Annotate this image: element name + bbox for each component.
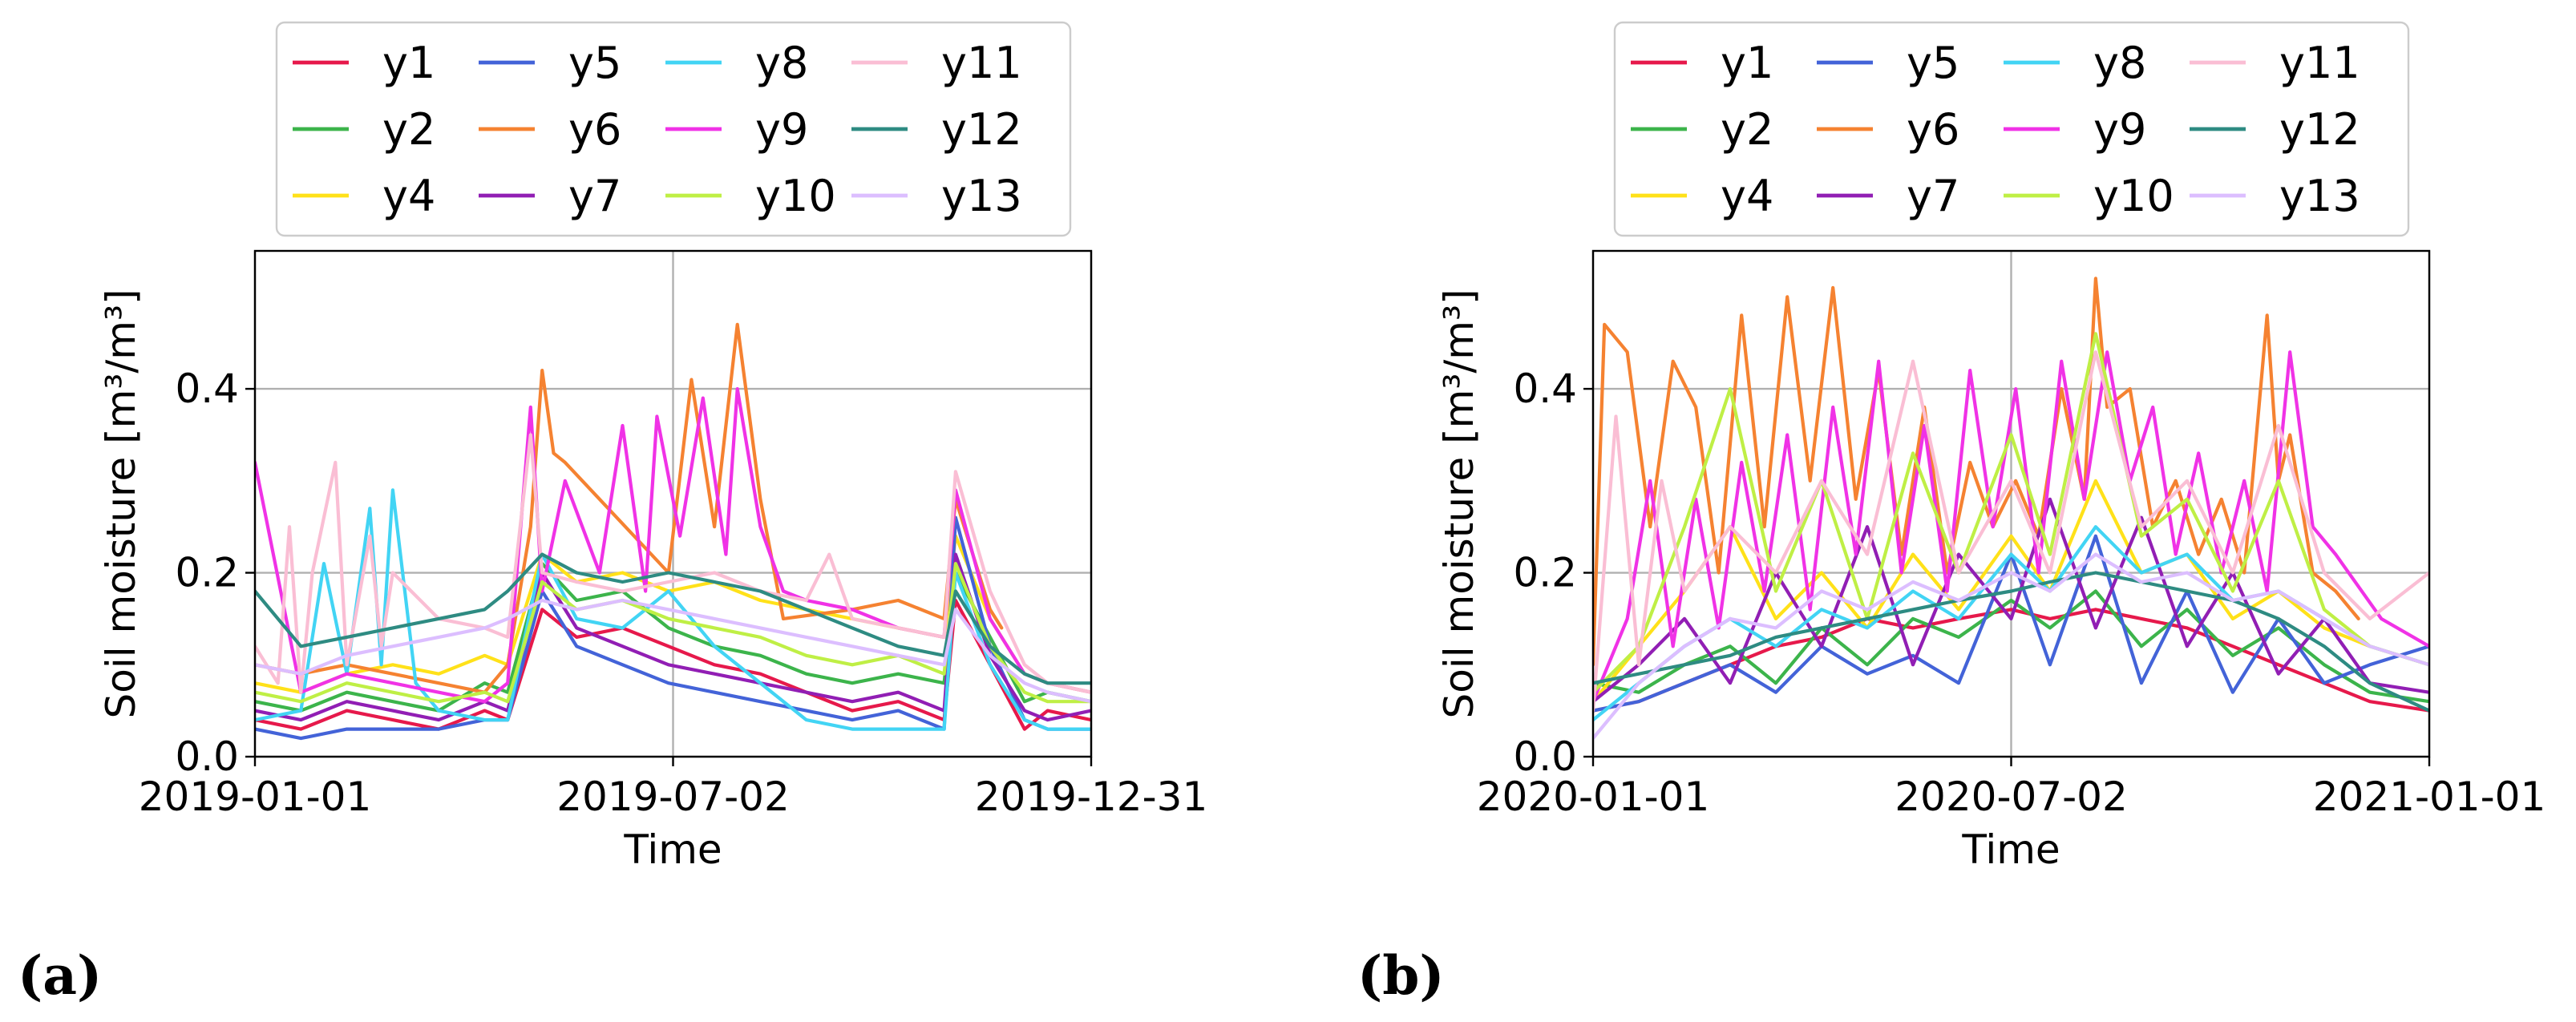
y-tick-label: 0.2	[1513, 550, 1577, 596]
legend-label-y13: y13	[2279, 171, 2360, 221]
x-axis-title: Time	[1961, 826, 2060, 873]
legend: y1 y2 y4 y5 y6 y7 y8 y9 y10 y11 y12 y13	[275, 21, 1072, 237]
series-line-y7	[1593, 497, 2429, 704]
legend-label-y11: y11	[2279, 38, 2360, 88]
series-line-y13	[255, 598, 1091, 704]
legend-label-y4: y4	[382, 171, 435, 221]
legend-label-y4: y4	[1721, 171, 1773, 221]
x-tick-label: 2020-07-02	[1895, 774, 2128, 820]
legend-label-y2: y2	[382, 104, 435, 155]
legend-label-y6: y6	[568, 104, 621, 155]
series-line-y11	[1593, 350, 2429, 713]
y-tick-label: 0.0	[1513, 733, 1577, 780]
series-line-y2	[1593, 589, 2429, 704]
series-group	[1593, 277, 2429, 741]
legend-label-y11: y11	[941, 38, 1022, 88]
x-tick-label: 2019-01-01	[139, 774, 372, 820]
legend-label-y10: y10	[755, 171, 836, 221]
y-tick-label: 0.4	[175, 366, 239, 412]
legend-label-y9: y9	[2093, 104, 2146, 155]
panel-b: 0.0 0.2 0.4 2020-01-01 2020-07-02 2021-01-01 T…	[1357, 21, 2546, 1007]
legend-label-y13: y13	[941, 171, 1022, 221]
legend-label-y7: y7	[1907, 171, 1959, 221]
y-tick-label: 0.4	[1513, 366, 1577, 412]
legend-label-y5: y5	[1907, 38, 1959, 88]
panel-label: (b)	[1357, 944, 1445, 1007]
x-tick-label: 2020-01-01	[1477, 774, 1710, 820]
x-tick-label: 2019-07-02	[556, 774, 790, 820]
series-line-y9	[1593, 350, 2429, 704]
panel-a: 0.0 0.2 0.4 2019-01-01 2019-07-02 2019-12-31 T…	[18, 21, 1208, 1007]
x-tick-label: 2021-01-01	[2313, 774, 2546, 820]
legend-label-y10: y10	[2093, 171, 2174, 221]
legend-label-y2: y2	[1721, 104, 1773, 155]
legend-label-y1: y1	[382, 38, 435, 88]
legend-label-y5: y5	[568, 38, 621, 88]
series-group	[255, 322, 1091, 741]
legend-label-y6: y6	[1907, 104, 1959, 155]
y-axis-title: Soil moisture [m³/m³]	[98, 289, 144, 718]
legend-label-y8: y8	[2093, 38, 2146, 88]
series-line-y13	[1593, 552, 2429, 741]
series-line-y11	[255, 433, 1091, 694]
legend-label-y1: y1	[1721, 38, 1773, 88]
series-line-y10	[1593, 332, 2429, 694]
y-axis-title: Soil moisture [m³/m³]	[1436, 289, 1482, 718]
series-line-y12	[1593, 571, 2429, 713]
panel-label: (a)	[18, 944, 102, 1007]
legend-label-y8: y8	[755, 38, 808, 88]
series-line-y10	[255, 561, 1091, 704]
legend-label-y7: y7	[568, 171, 621, 221]
legend: y1 y2 y4 y5 y6 y7 y8 y9 y10 y11 y12 y13	[1613, 21, 2410, 237]
series-line-y12	[255, 552, 1091, 685]
legend-label-y12: y12	[2279, 104, 2360, 155]
x-axis-title: Time	[623, 826, 722, 873]
x-tick-label: 2019-12-31	[975, 774, 1208, 820]
series-line-y5	[255, 515, 1091, 741]
y-tick-label: 0.2	[175, 550, 239, 596]
legend-label-y12: y12	[941, 104, 1022, 155]
y-tick-label: 0.0	[175, 733, 239, 780]
legend-label-y9: y9	[755, 104, 808, 155]
